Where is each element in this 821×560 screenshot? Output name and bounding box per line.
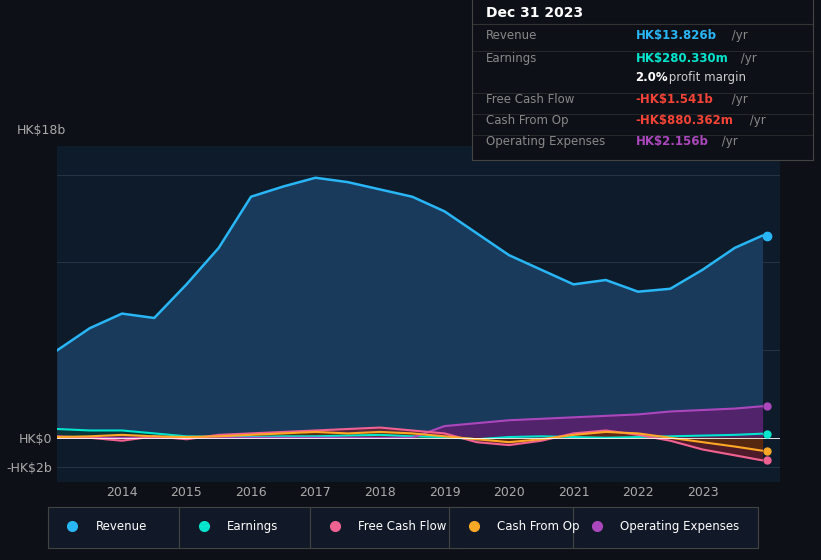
Text: -HK$1.541b: -HK$1.541b: [635, 93, 713, 106]
Text: HK$2.156b: HK$2.156b: [635, 135, 709, 148]
FancyBboxPatch shape: [310, 507, 456, 548]
Text: /yr: /yr: [727, 29, 747, 43]
Text: Operating Expenses: Operating Expenses: [486, 135, 605, 148]
Text: HK$280.330m: HK$280.330m: [635, 53, 728, 66]
Text: Free Cash Flow: Free Cash Flow: [486, 93, 574, 106]
Text: Free Cash Flow: Free Cash Flow: [358, 520, 447, 533]
FancyBboxPatch shape: [449, 507, 580, 548]
Text: Operating Expenses: Operating Expenses: [621, 520, 740, 533]
Text: /yr: /yr: [746, 114, 766, 127]
FancyBboxPatch shape: [179, 507, 310, 548]
Text: Cash From Op: Cash From Op: [497, 520, 580, 533]
FancyBboxPatch shape: [48, 507, 179, 548]
Text: HK$13.826b: HK$13.826b: [635, 29, 717, 43]
Text: /yr: /yr: [718, 135, 738, 148]
Text: Earnings: Earnings: [227, 520, 278, 533]
Text: /yr: /yr: [736, 53, 757, 66]
Text: /yr: /yr: [727, 93, 747, 106]
Text: HK$18b: HK$18b: [16, 124, 66, 137]
FancyBboxPatch shape: [572, 507, 758, 548]
Text: Cash From Op: Cash From Op: [486, 114, 568, 127]
Text: Revenue: Revenue: [486, 29, 537, 43]
Text: 2.0%: 2.0%: [635, 72, 668, 85]
Text: Earnings: Earnings: [486, 53, 537, 66]
Text: -HK$880.362m: -HK$880.362m: [635, 114, 733, 127]
Text: Revenue: Revenue: [95, 520, 147, 533]
Text: Dec 31 2023: Dec 31 2023: [486, 6, 583, 20]
Text: profit margin: profit margin: [664, 72, 745, 85]
